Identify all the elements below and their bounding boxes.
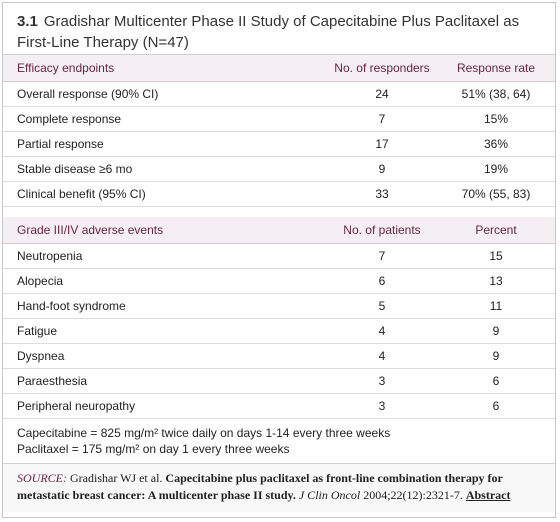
header-row: Grade III/IV adverse events No. of patien…	[3, 217, 555, 244]
note: Paclitaxel = 175 mg/m² on day 1 every th…	[17, 442, 290, 456]
table-row: Fatigue 4 9	[3, 318, 555, 344]
spacer	[3, 207, 555, 217]
table-cell: 3	[327, 393, 437, 419]
table-cell: Paraesthesia	[3, 368, 327, 394]
data-table: Efficacy endpoints No. of responders Respo…	[3, 55, 555, 207]
table-cell: 13	[437, 268, 555, 294]
notes: Capecitabine = 825 mg/m² twice daily on …	[3, 419, 555, 464]
table-cell: Dyspnea	[3, 343, 327, 369]
table-cell: 6	[437, 393, 555, 419]
table-cell: 15	[437, 243, 555, 269]
table-cell: 9	[437, 343, 555, 369]
table-cell: 4	[327, 318, 437, 344]
table-cell: Complete response	[3, 106, 327, 132]
table-number: 3.1	[17, 13, 38, 30]
table-cell: Neutropenia	[3, 243, 327, 269]
table-cell: 4	[327, 343, 437, 369]
table-title: Gradishar Multicenter Phase II Study of …	[17, 13, 520, 51]
note: Capecitabine = 825 mg/m² twice daily on …	[17, 426, 391, 440]
table-cell: 33	[327, 181, 437, 207]
column-header: Percent	[437, 217, 555, 244]
table-row: Clinical benefit (95% CI) 33 70% (55, 83)	[3, 181, 555, 207]
column-header: No. of patients	[327, 217, 437, 244]
table-row: Overall response (90% CI) 24 51% (38, 64)	[3, 81, 555, 107]
column-header: Efficacy endpoints	[3, 55, 327, 82]
table-cell: Hand-foot syndrome	[3, 293, 327, 319]
table-cell: Alopecia	[3, 268, 327, 294]
table-row: Paraesthesia 3 6	[3, 368, 555, 394]
table-row: Neutropenia 7 15	[3, 243, 555, 269]
table-cell: 7	[327, 243, 437, 269]
source-title: Capecitabine plus paclitaxel as front-li…	[17, 471, 503, 502]
table-cell: Stable disease ≥6 mo	[3, 156, 327, 182]
table-cell: Clinical benefit (95% CI)	[3, 181, 327, 207]
table-row: Peripheral neuropathy 3 6	[3, 393, 555, 419]
source-label: SOURCE:	[17, 471, 67, 485]
table-cell: 6	[327, 268, 437, 294]
data-table: Grade III/IV adverse events No. of patien…	[3, 217, 555, 419]
column-header: Response rate	[437, 55, 555, 82]
table-cell: 70% (55, 83)	[437, 181, 555, 207]
table-row: Stable disease ≥6 mo 9 19%	[3, 156, 555, 182]
table-cell: 11	[437, 293, 555, 319]
table-cell: 24	[327, 81, 437, 107]
table-cell: 19%	[437, 156, 555, 182]
source: SOURCE: Gradishar WJ et al. Capecitabine…	[3, 464, 555, 512]
table-cell: 9	[327, 156, 437, 182]
source-journal: J Clin Oncol	[298, 488, 361, 502]
table-row: Alopecia 6 13	[3, 268, 555, 294]
table-cell: Overall response (90% CI)	[3, 81, 327, 107]
table-card: 3.1 Gradishar Multicenter Phase II Study …	[2, 2, 556, 518]
header-row: Efficacy endpoints No. of responders Respo…	[3, 55, 555, 82]
table-cell: 6	[437, 368, 555, 394]
tables: Efficacy endpoints No. of responders Respo…	[3, 55, 555, 419]
table-row: Partial response 17 36%	[3, 131, 555, 157]
table-cell: 5	[327, 293, 437, 319]
table-cell: 17	[327, 131, 437, 157]
table-row: Complete response 7 15%	[3, 106, 555, 132]
abstract-link[interactable]: Abstract	[465, 488, 511, 502]
table-row: Dyspnea 4 9	[3, 343, 555, 369]
table-cell: 3	[327, 368, 437, 394]
table-cell: Fatigue	[3, 318, 327, 344]
table-row: Hand-foot syndrome 5 11	[3, 293, 555, 319]
source-citation: 2004;22(12):2321-7.	[363, 488, 463, 502]
table-cell: 15%	[437, 106, 555, 132]
table-cell: 36%	[437, 131, 555, 157]
table-cell: 9	[437, 318, 555, 344]
table-cell: Peripheral neuropathy	[3, 393, 327, 419]
table-cell: 7	[327, 106, 437, 132]
table-cell: Partial response	[3, 131, 327, 157]
table-cell: 51% (38, 64)	[437, 81, 555, 107]
column-header: No. of responders	[327, 55, 437, 82]
source-authors: Gradishar WJ et al.	[70, 471, 163, 485]
title-band: 3.1 Gradishar Multicenter Phase II Study …	[3, 3, 555, 55]
column-header: Grade III/IV adverse events	[3, 217, 327, 244]
